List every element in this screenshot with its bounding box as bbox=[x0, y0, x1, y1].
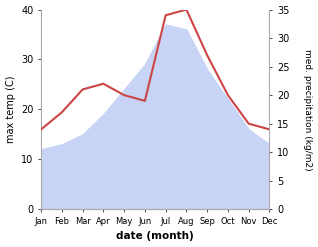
Y-axis label: max temp (C): max temp (C) bbox=[5, 76, 16, 143]
Y-axis label: med. precipitation (kg/m2): med. precipitation (kg/m2) bbox=[303, 49, 313, 170]
X-axis label: date (month): date (month) bbox=[116, 231, 194, 242]
